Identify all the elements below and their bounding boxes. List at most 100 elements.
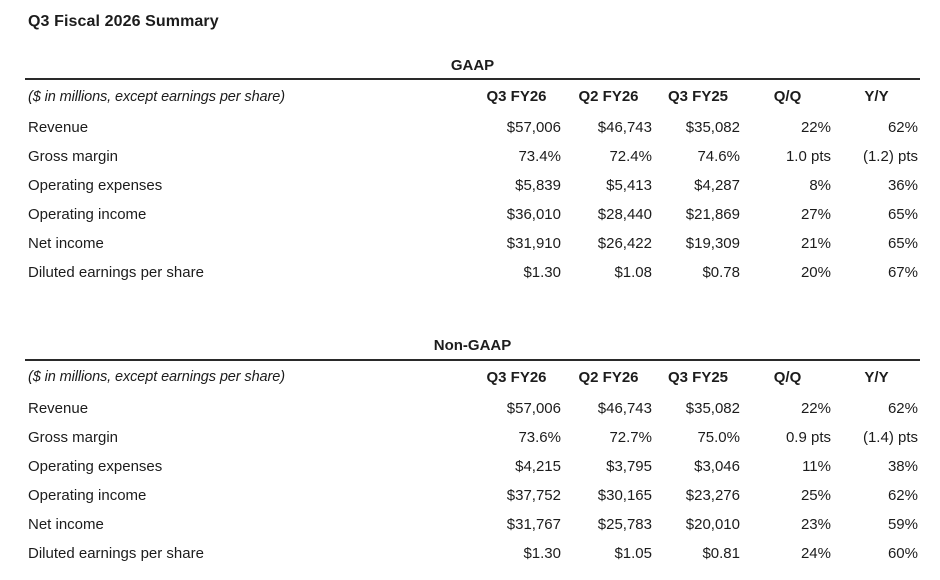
cell-q2fy26: $46,743 xyxy=(597,119,652,137)
cell-q3fy25: $21,869 xyxy=(685,206,740,224)
cell-yy: (1.4) pts xyxy=(862,428,918,446)
cell-yy: 60% xyxy=(887,544,918,562)
cell-q2fy26: 72.7% xyxy=(609,428,652,446)
cell-qq: 8% xyxy=(809,177,831,195)
col-header-yy: Y/Y xyxy=(864,88,889,106)
row-label: Operating expenses xyxy=(28,457,163,475)
cell-qq: 22% xyxy=(800,119,831,137)
cell-q2fy26: $26,422 xyxy=(597,235,652,253)
cell-q3fy25: $35,082 xyxy=(685,119,740,137)
col-header-yy: Y/Y xyxy=(864,368,889,386)
units-note: ($ in millions, except earnings per shar… xyxy=(28,88,285,105)
col-header-q3fy26: Q3 FY26 xyxy=(486,368,547,386)
cell-q3fy26: $31,910 xyxy=(506,235,561,253)
cell-q3fy26: $5,839 xyxy=(515,177,561,195)
non-gaap-header-row: ($ in millions, except earnings per shar… xyxy=(25,360,920,394)
cell-yy: 62% xyxy=(887,486,918,504)
cell-q3fy26: $31,767 xyxy=(506,515,561,533)
row-label: Gross margin xyxy=(28,148,119,166)
cell-yy: 62% xyxy=(887,399,918,417)
non-gaap-section: Non-GAAP ($ in millions, except earnings… xyxy=(25,338,920,568)
cell-yy: 62% xyxy=(887,119,918,137)
units-note: ($ in millions, except earnings per shar… xyxy=(28,369,285,386)
cell-yy: 36% xyxy=(887,177,918,195)
cell-q3fy25: $0.81 xyxy=(702,544,740,562)
table-row: Operating expenses $4,215 $3,795 $3,046 … xyxy=(25,452,920,481)
row-label: Diluted earnings per share xyxy=(28,544,204,562)
row-label: Net income xyxy=(28,235,104,253)
non-gaap-table-title: Non-GAAP xyxy=(433,337,512,355)
cell-qq: 27% xyxy=(800,206,831,224)
cell-yy: 38% xyxy=(887,457,918,475)
col-header-q3fy25: Q3 FY25 xyxy=(667,88,729,106)
row-label: Diluted earnings per share xyxy=(28,264,204,282)
cell-q3fy26: $1.30 xyxy=(523,544,561,562)
cell-qq: 21% xyxy=(800,235,831,253)
table-row: Diluted earnings per share $1.30 $1.05 $… xyxy=(25,539,920,568)
col-header-q3fy25: Q3 FY25 xyxy=(667,368,729,386)
row-label: Operating income xyxy=(28,206,147,224)
cell-qq: 1.0 pts xyxy=(785,148,831,166)
table-row: Net income $31,767 $25,783 $20,010 23% 5… xyxy=(25,510,920,539)
cell-qq: 22% xyxy=(800,399,831,417)
cell-q2fy26: $46,743 xyxy=(597,399,652,417)
cell-q2fy26: $25,783 xyxy=(597,515,652,533)
row-label: Operating income xyxy=(28,486,147,504)
cell-q2fy26: $1.05 xyxy=(614,544,652,562)
table-row: Gross margin 73.6% 72.7% 75.0% 0.9 pts (… xyxy=(25,423,920,452)
cell-q2fy26: $28,440 xyxy=(597,206,652,224)
table-row: Net income $31,910 $26,422 $19,309 21% 6… xyxy=(25,229,920,258)
gaap-table-title: GAAP xyxy=(450,56,495,74)
cell-q3fy26: $36,010 xyxy=(506,206,561,224)
non-gaap-table: ($ in millions, except earnings per shar… xyxy=(25,358,920,568)
cell-q3fy25: $0.78 xyxy=(702,264,740,282)
col-header-q2fy26: Q2 FY26 xyxy=(578,368,639,386)
cell-q2fy26: $1.08 xyxy=(614,264,652,282)
table-row: Operating income $37,752 $30,165 $23,276… xyxy=(25,481,920,510)
page-title: Q3 Fiscal 2026 Summary xyxy=(28,13,219,30)
table-row: Revenue $57,006 $46,743 $35,082 22% 62% xyxy=(25,113,920,142)
cell-yy: 65% xyxy=(887,235,918,253)
cell-qq: 23% xyxy=(800,515,831,533)
cell-yy: 67% xyxy=(887,264,918,282)
table-row: Diluted earnings per share $1.30 $1.08 $… xyxy=(25,258,920,287)
row-label: Operating expenses xyxy=(28,177,163,195)
cell-q3fy26: $4,215 xyxy=(515,457,561,475)
cell-qq: 11% xyxy=(802,457,831,475)
cell-q3fy26: 73.4% xyxy=(518,148,561,166)
cell-q3fy25: $3,046 xyxy=(694,457,740,475)
cell-q2fy26: $30,165 xyxy=(597,486,652,504)
cell-qq: 20% xyxy=(800,264,831,282)
cell-q3fy25: 75.0% xyxy=(697,428,740,446)
col-header-q2fy26: Q2 FY26 xyxy=(578,88,639,106)
cell-q2fy26: 72.4% xyxy=(609,148,652,166)
row-label: Net income xyxy=(28,515,104,533)
cell-q2fy26: $5,413 xyxy=(606,177,652,195)
cell-q3fy26: $1.30 xyxy=(523,264,561,282)
cell-q3fy25: $20,010 xyxy=(685,515,740,533)
col-header-qq: Q/Q xyxy=(773,88,802,106)
table-row: Operating expenses $5,839 $5,413 $4,287 … xyxy=(25,171,920,200)
cell-yy: 65% xyxy=(887,206,918,224)
row-label: Revenue xyxy=(28,399,89,417)
col-header-qq: Q/Q xyxy=(773,368,802,386)
table-row: Operating income $36,010 $28,440 $21,869… xyxy=(25,200,920,229)
gaap-section: GAAP ($ in millions, except earnings per… xyxy=(25,56,920,288)
cell-yy: (1.2) pts xyxy=(862,148,918,166)
table-row: Gross margin 73.4% 72.4% 74.6% 1.0 pts (… xyxy=(25,142,920,171)
cell-q3fy26: $57,006 xyxy=(506,119,561,137)
cell-q3fy26: $57,006 xyxy=(506,399,561,417)
cell-q3fy26: $37,752 xyxy=(506,486,561,504)
cell-q2fy26: $3,795 xyxy=(606,457,652,475)
cell-q3fy25: $19,309 xyxy=(685,235,740,253)
cell-q3fy25: $23,276 xyxy=(685,486,740,504)
col-header-q3fy26: Q3 FY26 xyxy=(486,88,547,106)
cell-yy: 59% xyxy=(887,515,918,533)
gaap-table: ($ in millions, except earnings per shar… xyxy=(25,78,920,287)
cell-q3fy25: $35,082 xyxy=(685,399,740,417)
gaap-header-row: ($ in millions, except earnings per shar… xyxy=(25,79,920,113)
cell-qq: 0.9 pts xyxy=(785,428,831,446)
cell-qq: 25% xyxy=(800,486,831,504)
cell-q3fy25: $4,287 xyxy=(694,177,740,195)
